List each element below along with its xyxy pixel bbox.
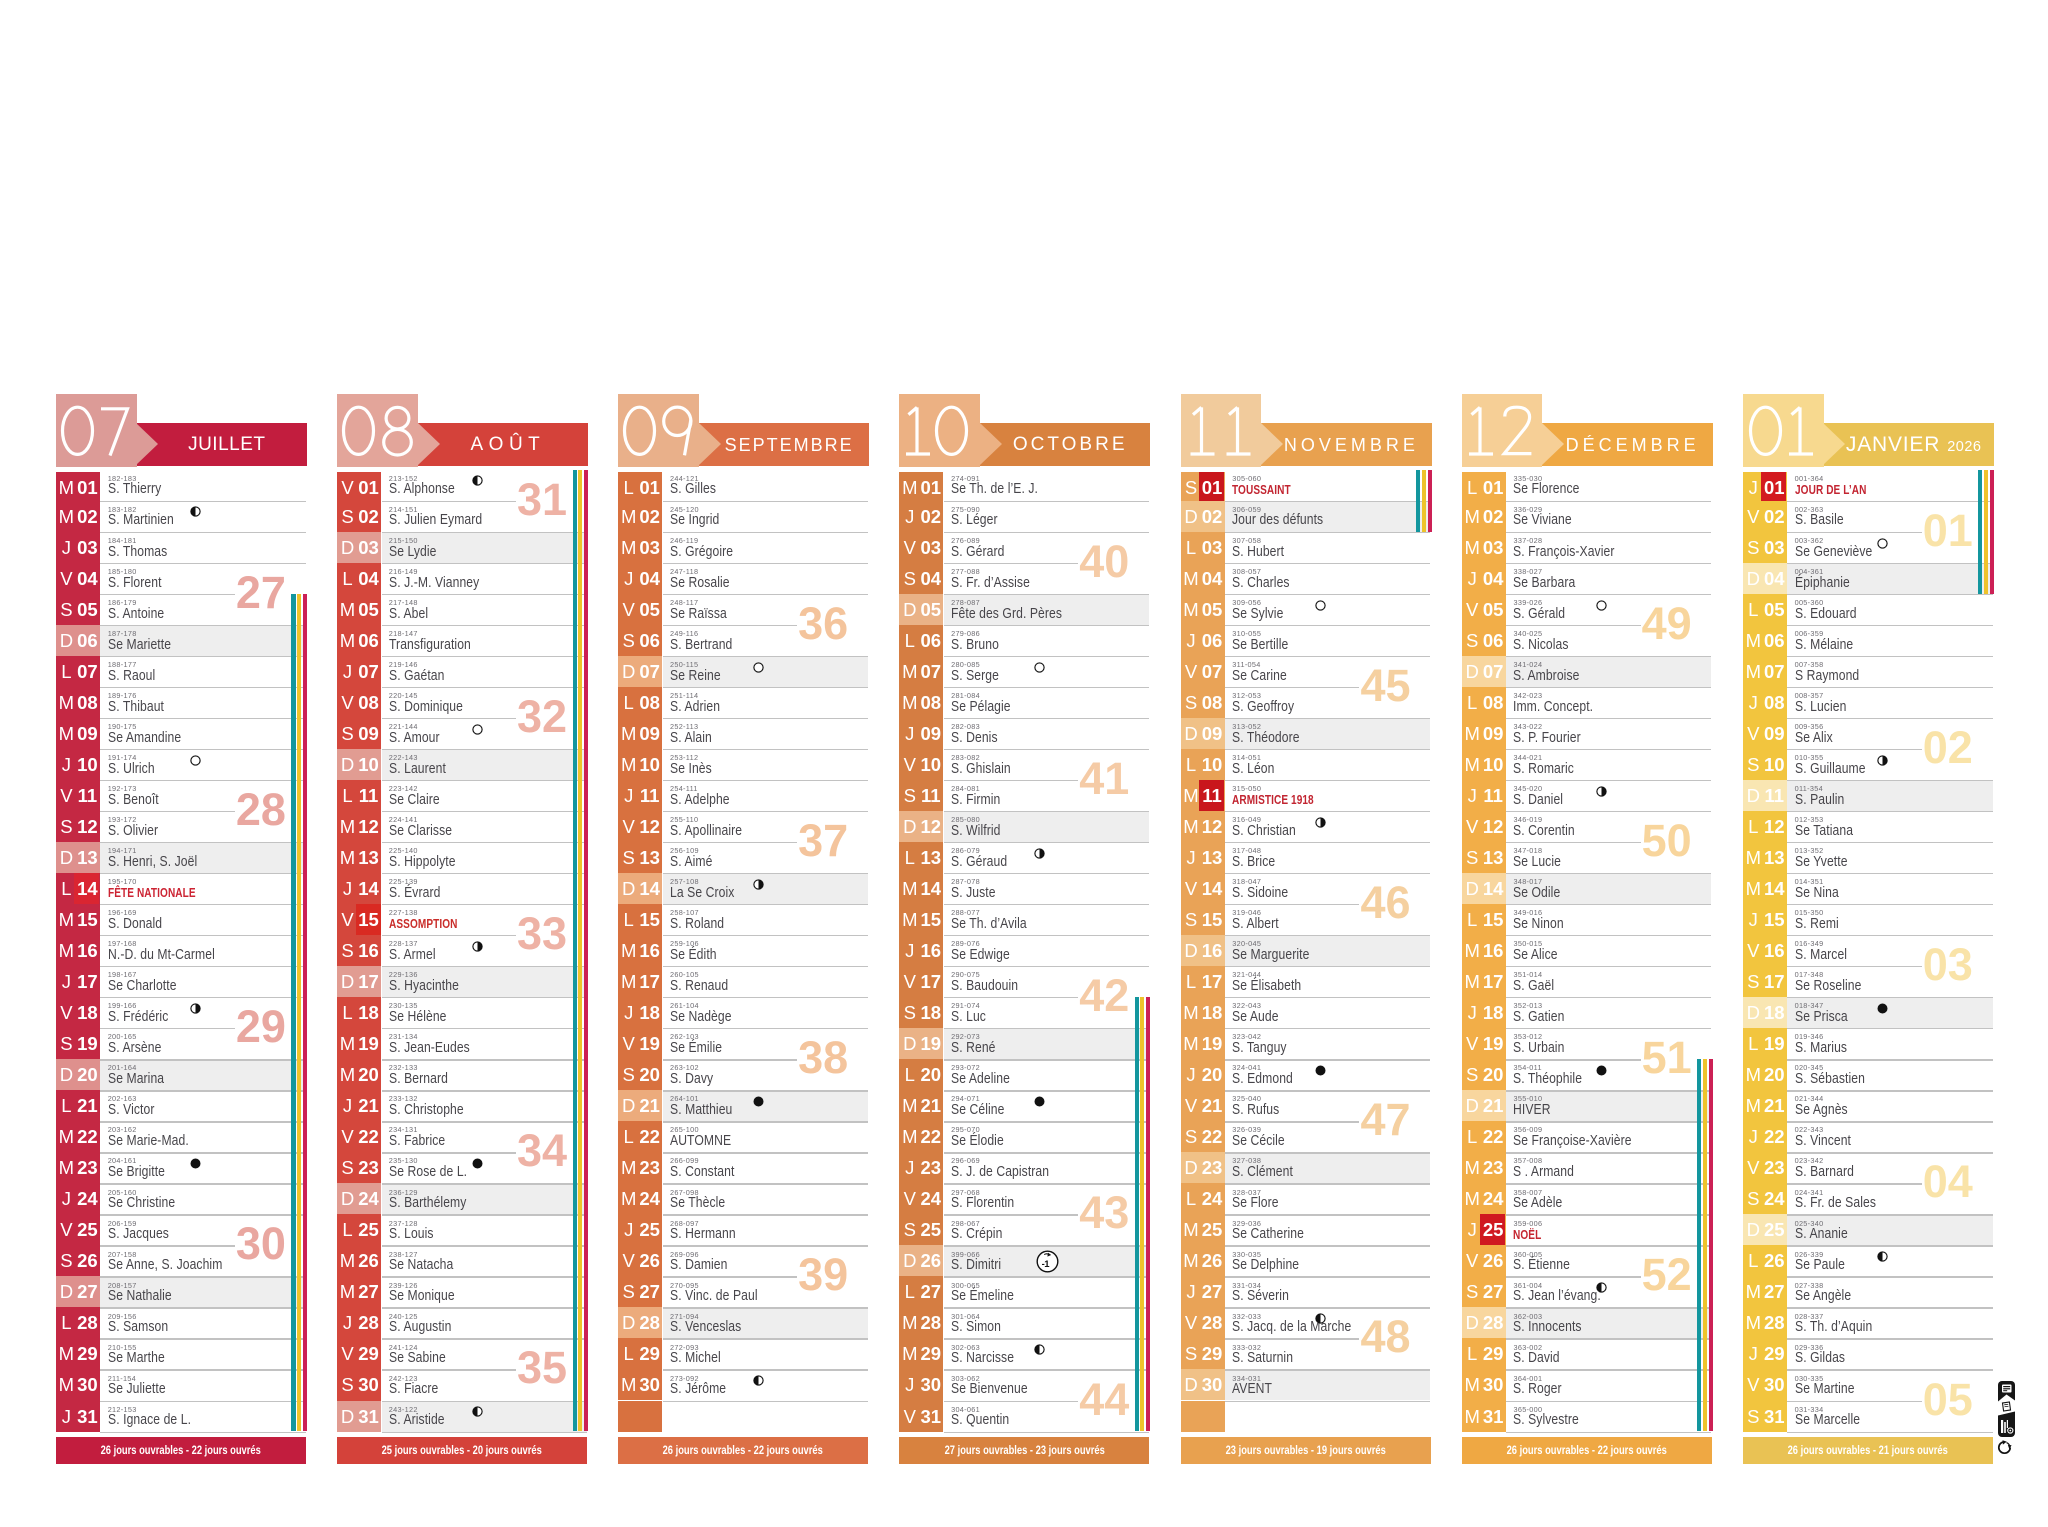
svg-text:-1: -1 (1042, 1259, 1051, 1270)
